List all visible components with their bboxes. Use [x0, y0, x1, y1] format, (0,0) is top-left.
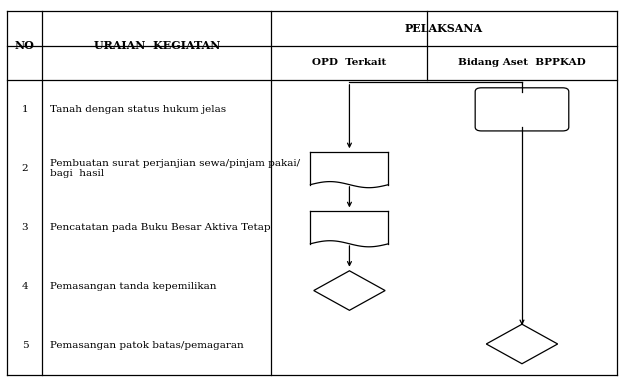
Text: URAIAN  KEGIATAN: URAIAN KEGIATAN	[94, 40, 220, 51]
Text: Bidang Aset  BPPKAD: Bidang Aset BPPKAD	[458, 58, 586, 67]
Text: 5: 5	[22, 341, 28, 350]
Polygon shape	[314, 271, 385, 310]
Text: 3: 3	[22, 223, 28, 232]
Text: 1: 1	[22, 105, 28, 114]
Text: PELAKSANA: PELAKSANA	[405, 23, 483, 34]
Text: OPD  Terkait: OPD Terkait	[313, 58, 386, 67]
Text: Tanah dengan status hukum jelas: Tanah dengan status hukum jelas	[50, 105, 226, 114]
Text: 4: 4	[22, 282, 28, 291]
Polygon shape	[486, 324, 558, 364]
Text: Pencatatan pada Buku Besar Aktiva Tetap: Pencatatan pada Buku Besar Aktiva Tetap	[50, 223, 271, 232]
FancyBboxPatch shape	[475, 88, 569, 131]
Text: Pembuatan surat perjanjian sewa/pinjam pakai/
bagi  hasil: Pembuatan surat perjanjian sewa/pinjam p…	[50, 159, 300, 178]
Text: 2: 2	[22, 164, 28, 173]
Text: NO: NO	[15, 40, 35, 51]
Text: Pemasangan tanda kepemilikan: Pemasangan tanda kepemilikan	[50, 282, 217, 291]
Text: Pemasangan patok batas/pemagaran: Pemasangan patok batas/pemagaran	[50, 341, 243, 350]
